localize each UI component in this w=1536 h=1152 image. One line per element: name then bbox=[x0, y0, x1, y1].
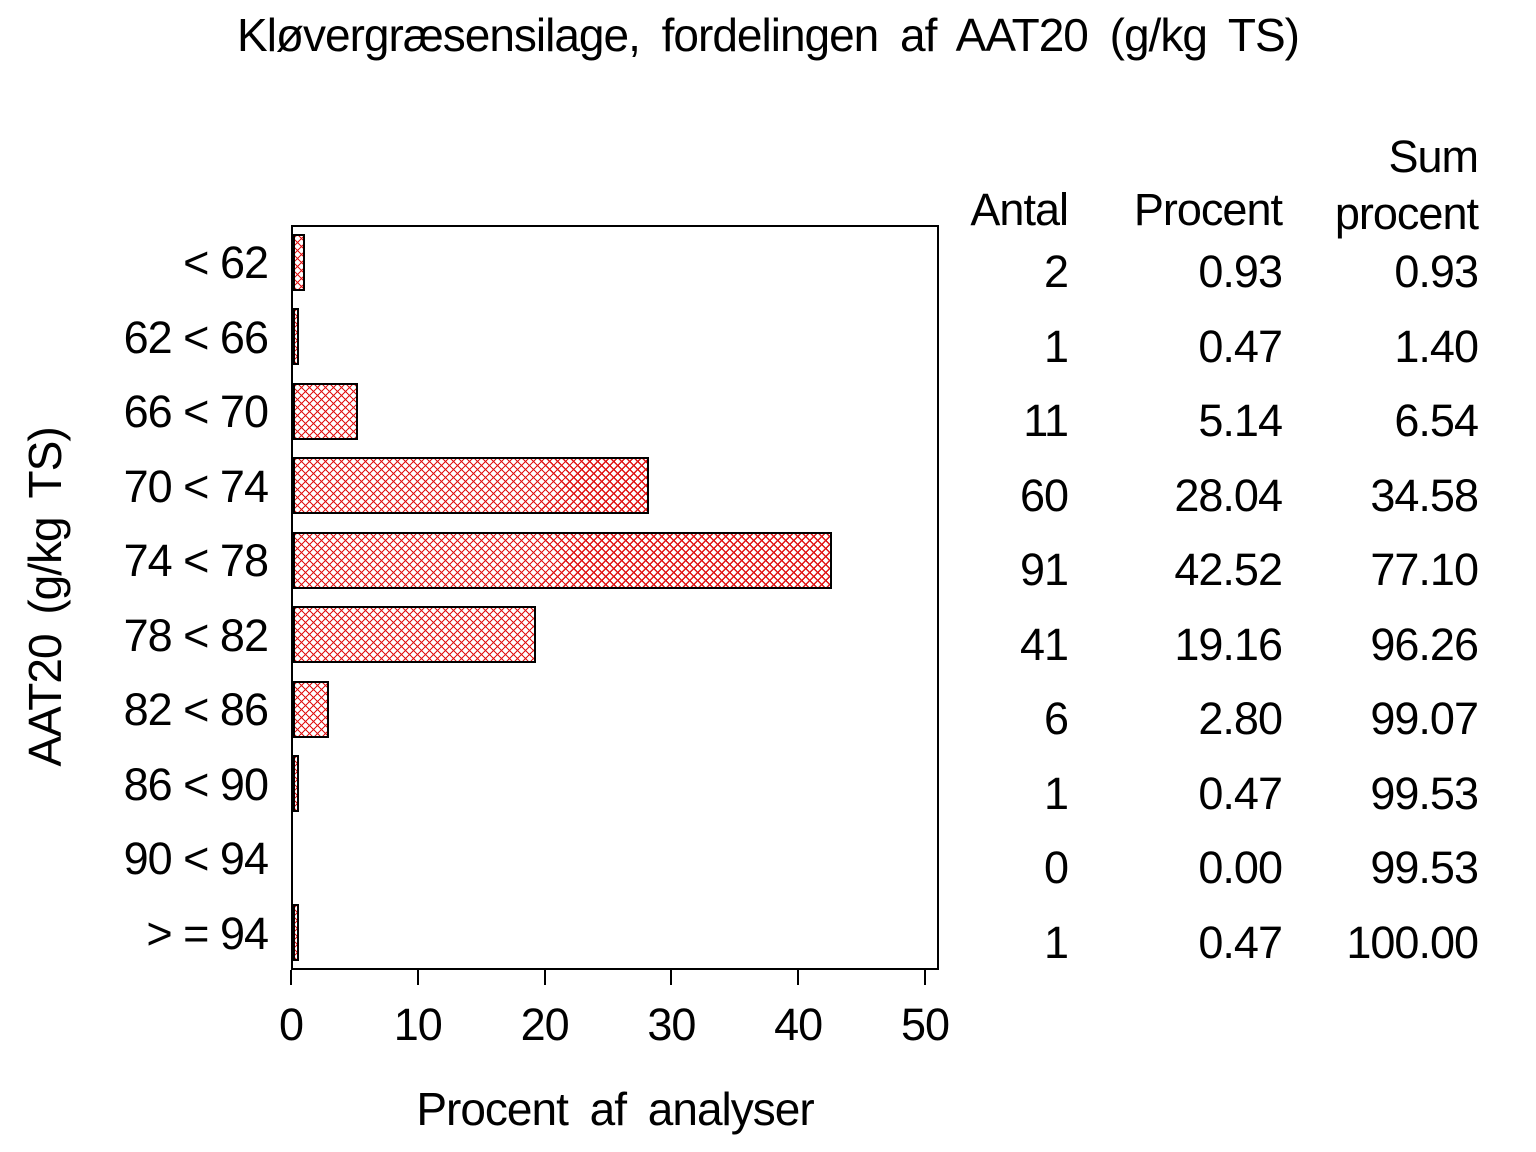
table-cell-antal-9: 1 bbox=[1043, 916, 1069, 968]
table-cell-sum_procent-7: 99.53 bbox=[1370, 767, 1479, 819]
x-tick-label-10: 10 bbox=[393, 999, 443, 1050]
table-cell-sum_procent-6: 99.07 bbox=[1370, 693, 1479, 744]
table-cell-sum_procent-8: 99.53 bbox=[1370, 842, 1479, 893]
x-tick-label-40: 40 bbox=[774, 999, 823, 1050]
table-cell-procent-5: 19.16 bbox=[1174, 618, 1283, 670]
table-cell-sum_procent-0: 0.93 bbox=[1394, 246, 1479, 297]
table-cell-procent-0: 0.93 bbox=[1198, 246, 1283, 297]
x-tick-50 bbox=[924, 970, 926, 985]
bar-4 bbox=[293, 531, 832, 589]
table-cell-antal-7: 1 bbox=[1043, 767, 1069, 819]
table-cell-antal-5: 41 bbox=[1019, 618, 1069, 670]
bar-2 bbox=[293, 382, 358, 440]
x-axis-title: Procent af analyser bbox=[416, 1083, 814, 1135]
table-cell-procent-7: 0.47 bbox=[1198, 767, 1283, 819]
table-cell-antal-4: 91 bbox=[1019, 544, 1069, 595]
category-label-2: 66 < 70 bbox=[123, 386, 269, 437]
category-label-8: 90 < 94 bbox=[123, 833, 269, 884]
bar-3 bbox=[293, 457, 649, 514]
x-tick-20 bbox=[543, 970, 546, 985]
table-header-sum-line1: Sum bbox=[1388, 131, 1479, 182]
category-label-0: < 62 bbox=[183, 237, 269, 288]
table-cell-antal-1: 1 bbox=[1043, 320, 1069, 372]
x-tick-label-30: 30 bbox=[647, 999, 696, 1050]
x-tick-10 bbox=[416, 970, 419, 985]
table-cell-sum_procent-4: 77.10 bbox=[1370, 544, 1479, 595]
category-label-9: > = 94 bbox=[146, 907, 269, 959]
plot-area bbox=[291, 225, 939, 970]
bar-1 bbox=[293, 308, 299, 365]
table-cell-procent-9: 0.47 bbox=[1198, 916, 1283, 968]
table-header-procent: Procent bbox=[1133, 184, 1283, 235]
bar-7 bbox=[293, 755, 299, 812]
bar-5 bbox=[293, 606, 536, 663]
table-cell-sum_procent-1: 1.40 bbox=[1394, 320, 1479, 372]
table-cell-procent-6: 2.80 bbox=[1198, 693, 1283, 744]
bar-0 bbox=[293, 233, 305, 291]
chart-title: Kløvergræsensilage, fordelingen af AAT20… bbox=[237, 9, 1300, 61]
table-cell-antal-3: 60 bbox=[1019, 469, 1069, 521]
x-tick-30 bbox=[670, 970, 673, 985]
x-tick-label-0: 0 bbox=[278, 999, 304, 1050]
bar-9 bbox=[293, 904, 299, 961]
table-header-sum-procent: Sum procent bbox=[1158, 128, 1479, 242]
category-label-3: 70 < 74 bbox=[123, 460, 269, 512]
x-tick-label-20: 20 bbox=[520, 999, 570, 1050]
category-label-6: 82 < 86 bbox=[123, 684, 269, 735]
category-label-4: 74 < 78 bbox=[123, 535, 269, 586]
table-header-antal: Antal bbox=[970, 184, 1069, 235]
x-tick-40 bbox=[797, 970, 800, 985]
table-cell-sum_procent-3: 34.58 bbox=[1370, 469, 1479, 521]
bar-6 bbox=[293, 680, 329, 738]
table-cell-antal-8: 0 bbox=[1043, 842, 1069, 893]
table-cell-sum_procent-9: 100.00 bbox=[1346, 916, 1479, 968]
table-cell-antal-2: 11 bbox=[1023, 395, 1069, 446]
table-cell-procent-4: 42.52 bbox=[1174, 544, 1283, 595]
table-cell-antal-6: 6 bbox=[1043, 693, 1069, 744]
x-tick-label-50: 50 bbox=[900, 999, 950, 1050]
x-tick-0 bbox=[290, 970, 292, 985]
table-cell-procent-2: 5.14 bbox=[1198, 395, 1283, 446]
table-cell-antal-0: 2 bbox=[1043, 246, 1069, 297]
table-cell-procent-3: 28.04 bbox=[1174, 469, 1283, 521]
table-cell-procent-1: 0.47 bbox=[1198, 320, 1283, 372]
table-header-sum-line2: procent bbox=[1334, 188, 1479, 239]
table-cell-sum_procent-2: 6.54 bbox=[1394, 395, 1479, 446]
category-label-7: 86 < 90 bbox=[123, 758, 269, 810]
category-label-1: 62 < 66 bbox=[123, 311, 269, 363]
table-cell-procent-8: 0.00 bbox=[1198, 842, 1283, 893]
category-label-5: 78 < 82 bbox=[123, 609, 269, 661]
table-cell-sum_procent-5: 96.26 bbox=[1370, 618, 1479, 670]
